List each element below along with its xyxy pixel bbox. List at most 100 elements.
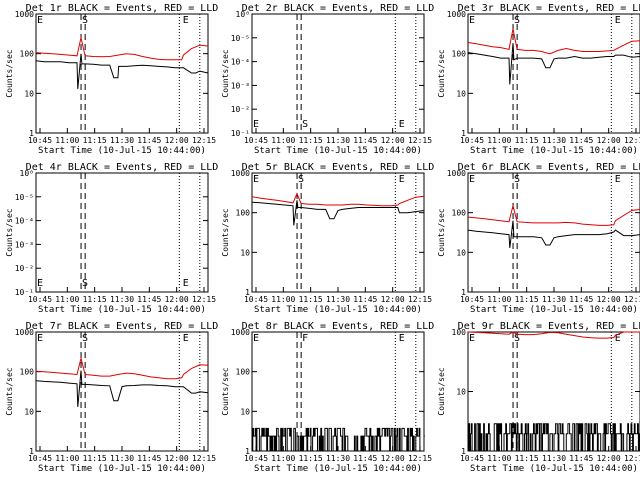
series-red-line xyxy=(467,205,640,226)
x-tick-label: 11:30 xyxy=(110,295,134,304)
plot-frame xyxy=(35,13,209,134)
marker-label: S xyxy=(514,15,520,26)
x-tick-label: 11:00 xyxy=(487,454,511,463)
y-tick-label: 100 xyxy=(452,328,467,337)
series-black-line xyxy=(468,423,640,452)
y-tick-label: 10 xyxy=(240,248,250,257)
x-tick-label: 11:15 xyxy=(299,136,323,145)
x-tick-label: 11:15 xyxy=(515,295,539,304)
marker-label: E xyxy=(253,174,259,185)
y-tick-label: 10 xyxy=(456,89,466,98)
y-tick-label: 10 xyxy=(456,388,466,397)
detector-panel-5: Det 5r BLACK = Events, RED = LLD 1 10 100 10… xyxy=(221,162,434,315)
y-tick-label: 10⁻² xyxy=(15,264,34,273)
series-red-line xyxy=(35,37,209,61)
panel-title: Det 2r BLACK = Events, RED = LLD xyxy=(242,3,435,14)
y-tick-label: 10 xyxy=(456,248,466,257)
x-tick-label: 11:15 xyxy=(299,295,323,304)
plot-frame xyxy=(467,13,640,134)
marker-label: F xyxy=(302,333,308,344)
x-tick-label: 11:15 xyxy=(299,454,323,463)
y-tick-label: 1 xyxy=(461,288,466,297)
marker-label: E xyxy=(37,278,43,289)
x-tick-label: 11:45 xyxy=(569,295,593,304)
x-tick-label: 12:15 xyxy=(408,295,432,304)
x-tick-label: 12:15 xyxy=(192,136,216,145)
y-tick-label: 10⁰ xyxy=(236,10,250,19)
marker-label: S xyxy=(298,174,304,185)
y-tick-label: 1 xyxy=(461,447,466,456)
marker-label: E xyxy=(37,15,43,26)
panel-title: Det 9r BLACK = Events, RED = LLD xyxy=(458,321,640,332)
x-axis-label: Start Time (10-Jul-15 10:44:00) xyxy=(38,146,206,156)
y-tick-label: 10 xyxy=(24,89,34,98)
y-tick-label: 10 xyxy=(24,407,34,416)
y-tick-label: 10 xyxy=(240,407,250,416)
x-tick-label: 11:30 xyxy=(326,454,350,463)
x-tick-label: 11:00 xyxy=(55,295,79,304)
x-tick-label: 11:15 xyxy=(83,454,107,463)
y-tick-label: 10⁻⁴ xyxy=(231,58,250,67)
panel-title: Det 1r BLACK = Events, RED = LLD xyxy=(26,3,219,14)
detector-panel-6: Det 6r BLACK = Events, RED = LLD 1 10 100 10… xyxy=(437,162,640,315)
x-tick-label: 11:30 xyxy=(542,136,566,145)
x-tick-label: 10:45 xyxy=(460,295,484,304)
x-tick-label: 11:45 xyxy=(569,454,593,463)
marker-label: E xyxy=(183,15,189,26)
y-tick-label: 10⁻¹ xyxy=(15,288,34,297)
x-tick-label: 12:00 xyxy=(597,295,621,304)
marker-label: E xyxy=(399,333,405,344)
marker-label: E xyxy=(37,333,43,344)
y-axis-label: Counts/sec xyxy=(5,49,14,97)
y-tick-label: 10⁻³ xyxy=(15,240,34,249)
marker-label: S xyxy=(514,174,520,185)
x-tick-label: 12:15 xyxy=(624,454,640,463)
marker-label: S xyxy=(82,333,88,344)
marker-label: E xyxy=(399,174,405,185)
y-tick-label: 1000 xyxy=(15,10,34,19)
x-tick-label: 11:30 xyxy=(326,136,350,145)
x-tick-label: 11:00 xyxy=(271,136,295,145)
y-tick-label: 1 xyxy=(29,129,34,138)
panel-title: Det 8r BLACK = Events, RED = LLD xyxy=(242,321,435,332)
y-tick-label: 1 xyxy=(245,447,250,456)
y-axis-label: Counts/sec xyxy=(437,49,446,97)
x-tick-label: 11:30 xyxy=(542,295,566,304)
y-tick-label: 1000 xyxy=(447,10,466,19)
x-tick-label: 12:00 xyxy=(165,295,189,304)
x-axis-label: Start Time (10-Jul-15 10:44:00) xyxy=(254,146,422,156)
y-tick-label: 100 xyxy=(20,368,35,377)
x-tick-label: 12:15 xyxy=(408,454,432,463)
x-tick-label: 10:45 xyxy=(244,295,268,304)
detector-panel-8: Det 8r BLACK = Events, RED = LLD 1 10 100 10… xyxy=(221,321,434,474)
panel-title: Det 6r BLACK = Events, RED = LLD xyxy=(458,162,640,173)
series-black-line xyxy=(467,43,640,85)
series-black-line xyxy=(467,220,640,248)
marker-label: S xyxy=(514,333,520,344)
x-tick-label: 11:15 xyxy=(83,136,107,145)
panel-title: Det 5r BLACK = Events, RED = LLD xyxy=(242,162,435,173)
x-tick-label: 11:30 xyxy=(326,295,350,304)
y-tick-label: 100 xyxy=(452,50,467,59)
y-axis-label: Counts/sec xyxy=(221,367,230,415)
x-tick-label: 11:00 xyxy=(271,295,295,304)
x-tick-label: 12:00 xyxy=(381,136,405,145)
x-tick-label: 11:00 xyxy=(487,136,511,145)
x-tick-label: 11:45 xyxy=(353,295,377,304)
x-tick-label: 11:15 xyxy=(515,136,539,145)
series-red-line xyxy=(35,358,209,380)
x-tick-label: 11:30 xyxy=(542,454,566,463)
x-tick-label: 11:45 xyxy=(353,136,377,145)
x-tick-label: 11:15 xyxy=(515,454,539,463)
x-tick-label: 12:15 xyxy=(408,136,432,145)
x-tick-label: 11:45 xyxy=(137,295,161,304)
y-tick-label: 1 xyxy=(29,447,34,456)
detector-panel-3: Det 3r BLACK = Events, RED = LLD 1 10 100 10… xyxy=(437,3,640,156)
series-black-line xyxy=(35,370,209,407)
x-tick-label: 10:45 xyxy=(244,136,268,145)
x-tick-label: 11:45 xyxy=(137,136,161,145)
marker-label: S xyxy=(82,278,88,289)
y-tick-label: 10⁻⁵ xyxy=(231,34,250,43)
y-axis-label: Counts/sec xyxy=(5,367,14,415)
